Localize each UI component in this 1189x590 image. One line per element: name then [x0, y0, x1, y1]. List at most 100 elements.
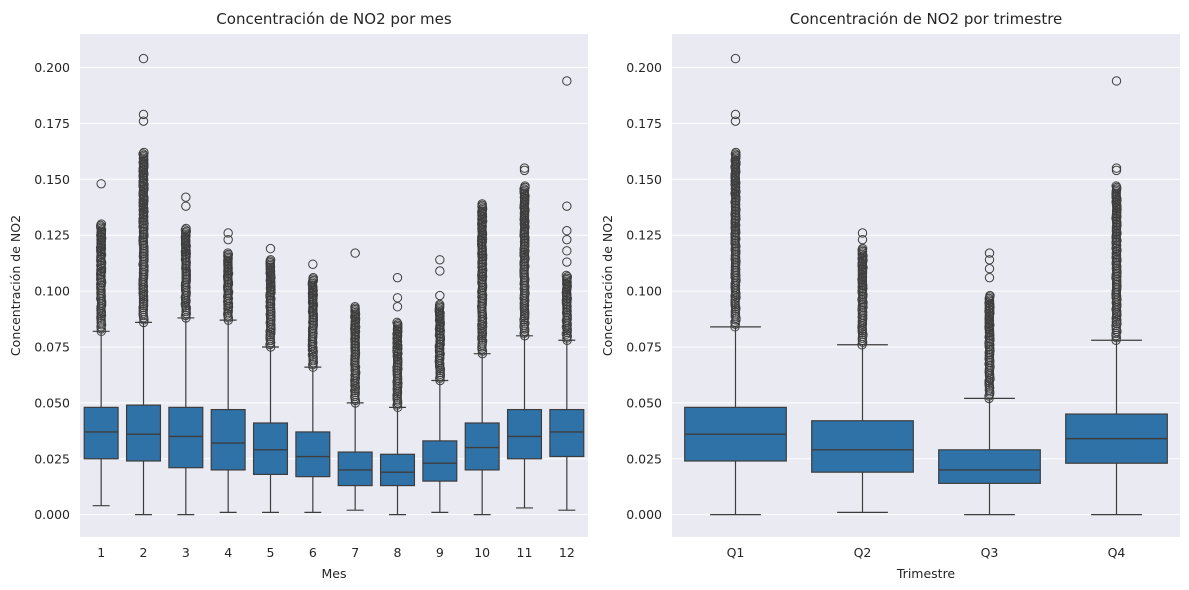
outlier-point	[1111, 163, 1122, 173]
outlier-point	[731, 211, 741, 221]
x-tick-label: 3	[182, 545, 190, 560]
outlier-point	[392, 293, 403, 303]
x-tick-label: 6	[309, 545, 317, 560]
outlier-point	[1112, 245, 1122, 255]
outlier-point	[223, 248, 233, 258]
outlier-point	[730, 116, 741, 126]
box-Q2	[811, 228, 914, 514]
x-tick-label: 11	[517, 545, 533, 560]
box-12	[549, 76, 585, 511]
chart-title-month: Concentración de NO2 por mes	[216, 10, 452, 28]
y-tick-labels-month: 0.000 0.025 0.050 0.075 0.100 0.125 0.150 0.175…	[34, 60, 70, 522]
outlier-point	[393, 319, 403, 329]
outlier-point	[562, 226, 572, 236]
outlier-point	[181, 248, 191, 259]
y-tick-label: 0.000	[626, 507, 662, 522]
x-tick-label: 9	[436, 545, 444, 560]
outlier-point	[265, 255, 276, 265]
outlier-point	[562, 76, 572, 86]
outlier-point	[223, 228, 233, 238]
y-tick-label: 0.075	[626, 339, 662, 354]
outlier-point	[435, 299, 445, 310]
outlier-point	[520, 246, 530, 256]
outlier-point	[561, 270, 572, 281]
outlier-point	[520, 181, 530, 191]
y-tick-label: 0.175	[34, 116, 70, 131]
gridlines-month	[80, 67, 588, 516]
outlier-point	[857, 243, 868, 254]
box-6	[295, 259, 331, 514]
y-tick-labels-quarter: 0.000 0.025 0.050 0.075 0.100 0.125 0.150 0.175…	[626, 60, 662, 522]
y-tick-label: 0.000	[34, 507, 70, 522]
y-tick-label: 0.125	[626, 228, 662, 243]
box-3	[168, 192, 204, 516]
plot-area-month	[80, 34, 588, 537]
outlier-point	[265, 289, 275, 299]
gridlines-quarter	[672, 67, 1180, 516]
outlier-point	[562, 257, 572, 267]
outliers	[392, 272, 403, 413]
iqr-box	[422, 440, 458, 482]
boxes-quarter	[684, 53, 1168, 516]
outlier-point	[435, 332, 445, 342]
x-tick-label: 4	[224, 545, 232, 560]
y-tick-label: 0.150	[34, 172, 70, 187]
outlier-point	[1111, 181, 1121, 191]
chart-title-quarter: Concentración de NO2 por trimestre	[790, 10, 1063, 28]
box-Q3	[938, 248, 1041, 516]
outlier-point	[731, 147, 741, 158]
outlier-point	[984, 264, 995, 274]
y-tick-label: 0.100	[34, 284, 70, 299]
box-7	[337, 248, 373, 511]
iqr-box	[252, 422, 289, 476]
outlier-point	[984, 321, 994, 332]
y-axis-label-quarter: Concentración de NO2	[600, 215, 615, 356]
iqr-box	[83, 406, 119, 460]
outlier-point	[139, 147, 149, 158]
outlier-point	[985, 290, 995, 301]
x-tick-label: Q4	[1108, 545, 1126, 560]
box-Q4	[1065, 76, 1168, 516]
outlier-point	[519, 163, 530, 173]
y-tick-label: 0.125	[34, 228, 70, 243]
outlier-point	[562, 246, 572, 256]
y-axis-label-month: Concentración de NO2	[8, 215, 23, 356]
y-tick-label: 0.050	[34, 395, 70, 410]
outlier-point	[857, 234, 868, 245]
x-tick-label: 10	[474, 545, 490, 560]
y-tick-label: 0.150	[626, 172, 662, 187]
outlier-point	[392, 317, 402, 328]
y-tick-label: 0.025	[34, 451, 70, 466]
x-axis-label-quarter: Trimestre	[896, 566, 956, 581]
outlier-point	[392, 365, 402, 376]
outliers	[265, 243, 276, 352]
outliers	[1111, 76, 1122, 345]
outlier-point	[984, 272, 995, 283]
quarter-boxplot-panel: 0.000 0.025 0.050 0.075 0.100 0.125 0.150 0.175…	[600, 10, 1180, 581]
iqr-box	[210, 408, 246, 471]
box-10	[464, 199, 500, 516]
x-tick-label: 5	[267, 545, 275, 560]
x-tick-labels-quarter: Q1 Q2 Q3 Q4	[727, 545, 1126, 560]
outliers	[307, 259, 319, 372]
outlier-point	[138, 109, 149, 120]
box-11	[506, 163, 543, 509]
outlier-point	[392, 345, 402, 356]
iqr-box	[379, 453, 416, 487]
x-axis-label-month: Mes	[322, 566, 347, 581]
outlier-point	[96, 245, 106, 256]
outlier-point	[138, 197, 148, 208]
iqr-box	[938, 449, 1041, 484]
outlier-point	[730, 229, 740, 239]
box-5	[252, 243, 289, 514]
y-tick-label: 0.075	[34, 339, 70, 354]
outlier-point	[435, 290, 445, 301]
outlier-point	[138, 149, 148, 159]
outlier-point	[1111, 76, 1122, 86]
outlier-point	[180, 250, 191, 260]
x-tick-label: Q2	[854, 545, 872, 560]
outlier-point	[181, 201, 191, 211]
y-tick-label: 0.025	[626, 451, 662, 466]
iqr-box	[811, 420, 914, 473]
